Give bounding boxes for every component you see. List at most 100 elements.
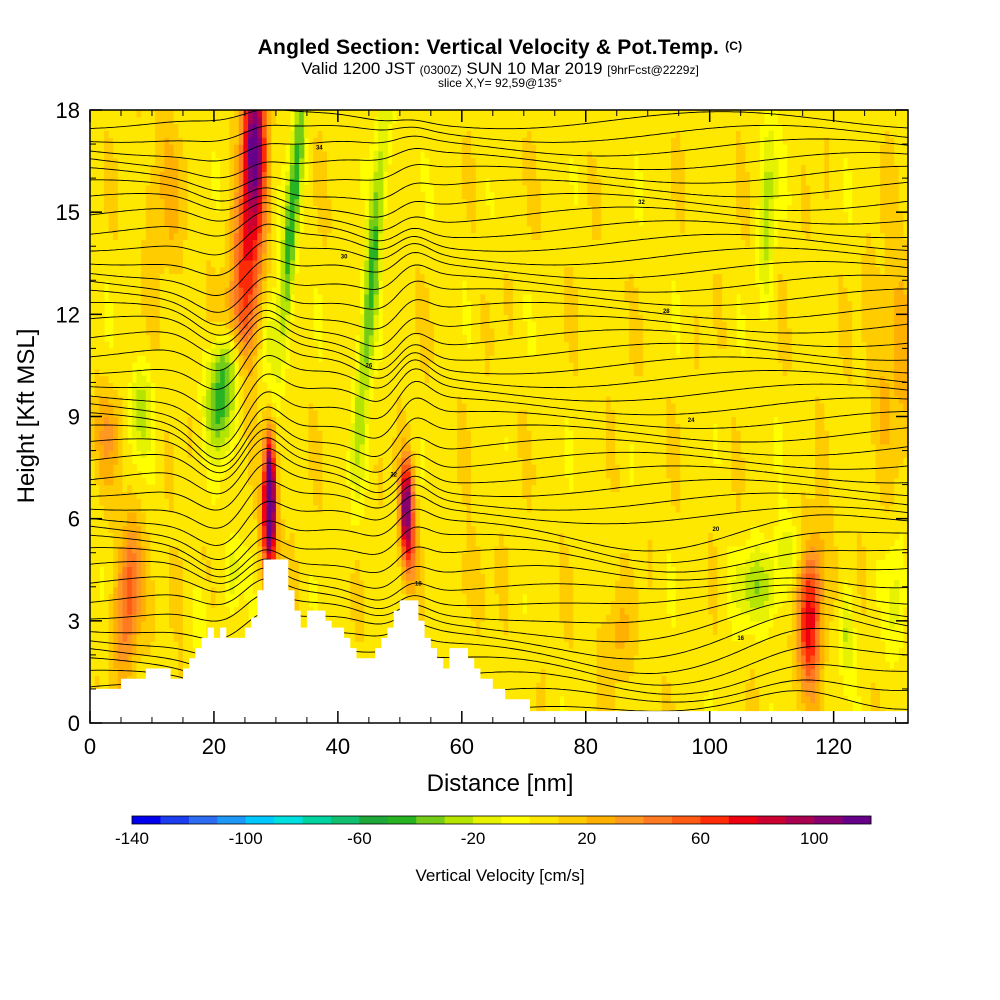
velocity-cell bbox=[717, 648, 723, 656]
velocity-cell bbox=[540, 525, 547, 533]
velocity-cell bbox=[661, 641, 667, 649]
velocity-cell bbox=[155, 593, 161, 601]
velocity-cell bbox=[466, 634, 472, 642]
velocity-cell bbox=[573, 532, 579, 540]
velocity-cell bbox=[364, 634, 370, 642]
velocity-cell bbox=[657, 641, 663, 649]
velocity-cell bbox=[392, 518, 398, 527]
velocity-cell bbox=[364, 573, 370, 581]
velocity-cell bbox=[354, 627, 361, 636]
velocity-cell bbox=[182, 518, 189, 527]
velocity-cell bbox=[229, 518, 235, 527]
velocity-cell bbox=[601, 627, 607, 636]
velocity-cell bbox=[340, 579, 347, 588]
velocity-cell bbox=[629, 586, 635, 595]
velocity-cell bbox=[471, 559, 477, 567]
velocity-cell bbox=[457, 559, 463, 567]
velocity-cell bbox=[717, 525, 723, 533]
velocity-cell bbox=[471, 518, 477, 527]
velocity-cell bbox=[336, 579, 342, 588]
velocity-cell bbox=[838, 539, 844, 547]
velocity-cell bbox=[159, 620, 165, 629]
velocity-cell bbox=[387, 539, 393, 547]
velocity-cell bbox=[884, 682, 891, 690]
velocity-cell bbox=[517, 593, 523, 601]
velocity-cell bbox=[289, 573, 296, 581]
velocity-cell bbox=[103, 573, 110, 581]
velocity-cell bbox=[754, 566, 760, 574]
velocity-cell bbox=[550, 682, 556, 690]
velocity-cell bbox=[573, 586, 579, 595]
velocity-cell bbox=[731, 702, 737, 710]
velocity-cell bbox=[215, 525, 221, 533]
velocity-cell bbox=[550, 539, 556, 547]
velocity-cell bbox=[512, 511, 519, 520]
velocity-cell bbox=[815, 668, 821, 676]
velocity-cell bbox=[740, 641, 746, 649]
velocity-cell bbox=[824, 566, 830, 574]
velocity-cell bbox=[773, 661, 779, 670]
velocity-cell bbox=[499, 607, 505, 615]
velocity-cell bbox=[838, 695, 844, 704]
velocity-cell bbox=[373, 545, 379, 554]
velocity-cell bbox=[173, 634, 179, 642]
velocity-cell bbox=[791, 579, 798, 588]
velocity-cell bbox=[722, 525, 728, 533]
velocity-cell bbox=[675, 552, 681, 561]
velocity-cell bbox=[801, 634, 807, 642]
velocity-cell bbox=[782, 688, 788, 697]
velocity-cell bbox=[108, 586, 114, 595]
velocity-cell bbox=[90, 552, 96, 561]
velocity-cell bbox=[345, 600, 351, 608]
velocity-cell bbox=[694, 695, 700, 704]
velocity-cell bbox=[145, 661, 152, 670]
velocity-cell bbox=[601, 545, 607, 554]
velocity-cell bbox=[178, 600, 184, 608]
velocity-cell bbox=[224, 614, 231, 622]
velocity-cell bbox=[127, 579, 133, 588]
velocity-cell bbox=[749, 648, 756, 656]
velocity-cell bbox=[447, 579, 454, 588]
velocity-cell bbox=[731, 586, 737, 595]
velocity-cell bbox=[661, 702, 667, 710]
velocity-cell bbox=[164, 518, 170, 527]
velocity-cell bbox=[657, 532, 663, 540]
velocity-cell bbox=[624, 627, 630, 636]
velocity-cell bbox=[508, 661, 514, 670]
velocity-cell bbox=[299, 620, 305, 629]
velocity-cell bbox=[712, 566, 719, 574]
velocity-cell bbox=[182, 634, 189, 642]
velocity-cell bbox=[582, 627, 588, 636]
velocity-cell bbox=[438, 525, 444, 533]
velocity-cell bbox=[531, 566, 537, 574]
velocity-cell bbox=[387, 559, 393, 567]
velocity-cell bbox=[182, 627, 189, 636]
velocity-cell bbox=[550, 586, 556, 595]
velocity-cell bbox=[248, 518, 254, 527]
velocity-cell bbox=[652, 552, 658, 561]
velocity-cell bbox=[661, 593, 667, 601]
velocity-cell bbox=[773, 518, 779, 527]
velocity-cell bbox=[624, 518, 630, 527]
velocity-cell bbox=[136, 573, 142, 581]
velocity-cell bbox=[866, 559, 872, 567]
velocity-cell bbox=[615, 511, 621, 520]
velocity-cell bbox=[252, 518, 258, 527]
velocity-cell bbox=[536, 586, 542, 595]
velocity-cell bbox=[657, 702, 663, 710]
velocity-cell bbox=[531, 545, 537, 554]
velocity-cell bbox=[322, 559, 328, 567]
velocity-cell bbox=[489, 593, 495, 601]
velocity-cell bbox=[615, 620, 621, 629]
velocity-cell bbox=[182, 511, 189, 520]
velocity-cell bbox=[387, 586, 393, 595]
velocity-cell bbox=[633, 620, 640, 629]
velocity-cell bbox=[745, 668, 751, 676]
velocity-cell bbox=[787, 532, 793, 540]
velocity-cell bbox=[763, 586, 770, 595]
velocity-cell bbox=[550, 614, 556, 622]
velocity-cell bbox=[131, 525, 138, 533]
velocity-cell bbox=[396, 593, 402, 601]
velocity-cell bbox=[136, 593, 142, 601]
velocity-cell bbox=[201, 525, 207, 533]
